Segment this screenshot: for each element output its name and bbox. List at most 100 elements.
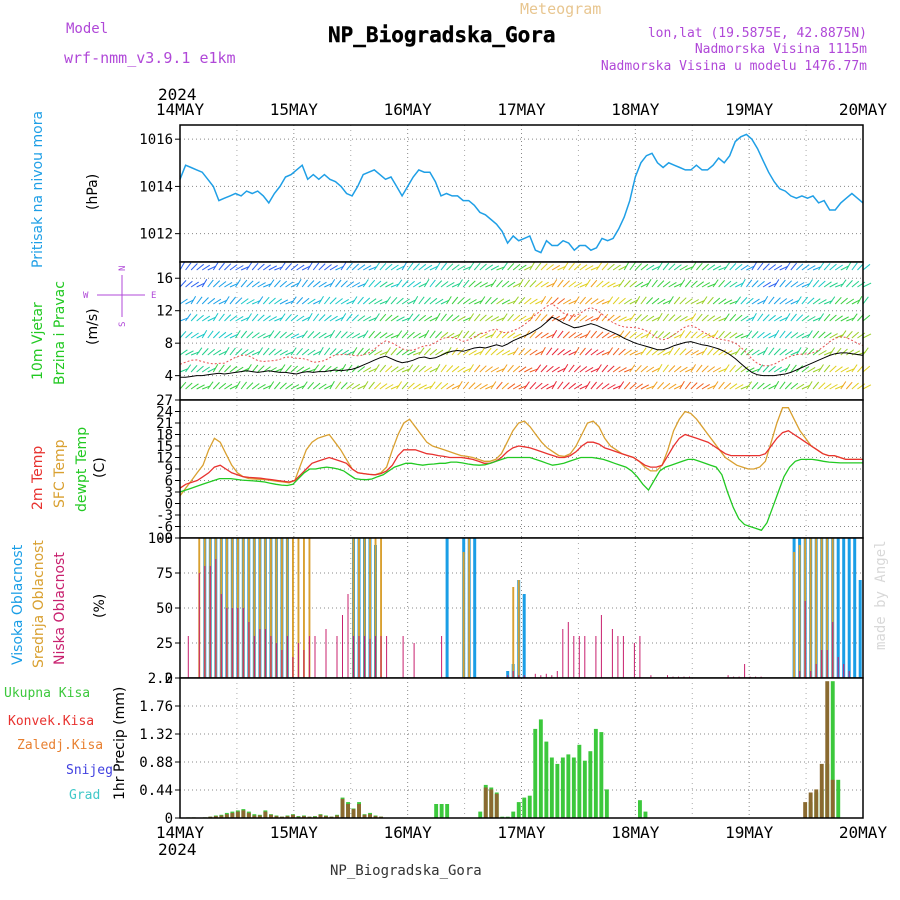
- wind-arrow: [573, 314, 582, 322]
- wind-arrow: [485, 315, 493, 322]
- wind-arrow: [779, 367, 789, 373]
- wind-compass: W E N S: [83, 266, 156, 327]
- wind-arrow: [257, 263, 265, 271]
- wind-arrow: [185, 280, 193, 288]
- wind-arrow: [840, 265, 850, 271]
- wind-arrow: [784, 313, 791, 322]
- top-date-label: 17MAY: [497, 100, 546, 119]
- wind-arrow: [785, 298, 794, 305]
- wind-arrow: [796, 332, 805, 339]
- wind-arrow: [596, 262, 603, 271]
- wind-arrow: [540, 281, 549, 288]
- wind-arrow: [723, 382, 732, 390]
- wind-arrow: [601, 313, 609, 322]
- wind-arrow: [451, 347, 458, 356]
- wind-arrow: [296, 264, 305, 271]
- low-cloud-bar: [600, 615, 602, 678]
- wind-arrow: [429, 381, 436, 390]
- high-cloud-bar: [847, 538, 851, 678]
- mid-cloud-bar: [831, 538, 834, 678]
- wind-arrow: [773, 380, 780, 390]
- high-cloud-bar: [853, 538, 857, 678]
- wind-arrow: [829, 296, 836, 305]
- wind-ytick-label: 12: [156, 304, 173, 320]
- wind-arrow: [268, 381, 275, 390]
- wind-arrow: [551, 264, 561, 271]
- wind-arrow: [229, 264, 238, 271]
- wind-arrow: [185, 299, 194, 305]
- pressure-panel: 1012 1014 1016: [139, 125, 864, 262]
- precip-total-bar: [527, 795, 532, 818]
- low-cloud-bar: [551, 675, 553, 678]
- wind-arrow: [335, 265, 344, 271]
- wind-arrow: [585, 316, 594, 322]
- wind-arrow: [784, 280, 793, 288]
- wind-arrow: [612, 385, 622, 390]
- wind-arrow: [579, 296, 586, 305]
- wind-arrow: [745, 381, 753, 390]
- wind-arrow: [718, 279, 725, 288]
- wind-arrow: [340, 382, 348, 390]
- wind-arrow: [490, 265, 500, 271]
- precip-conv-bar: [808, 792, 813, 818]
- wind-arrow: [524, 367, 533, 373]
- wind-arrow: [240, 381, 247, 390]
- wind-arrow: [451, 296, 459, 305]
- wind-arrow: [707, 264, 716, 271]
- wind-arrow: [418, 365, 426, 373]
- wind-arrow: [623, 330, 631, 339]
- wind-arrow: [557, 279, 564, 288]
- wind-arrow: [451, 264, 460, 271]
- wind-arrow: [501, 364, 508, 373]
- wind-arrow: [607, 296, 614, 305]
- wind-arrow: [779, 330, 786, 339]
- wind-arrow: [757, 280, 765, 288]
- wind-arrow: [290, 347, 297, 356]
- temp-label-sfc: SFC Temp: [52, 439, 68, 508]
- wind-arrow: [507, 263, 515, 271]
- wind-arrow: [251, 313, 259, 322]
- wind-arrow: [190, 281, 199, 288]
- wind-arrow: [762, 383, 771, 390]
- wind-arrow: [301, 367, 311, 373]
- model-label: Model: [66, 21, 108, 37]
- wind-arrow: [818, 262, 825, 271]
- wind-arrow: [640, 296, 647, 305]
- wind-arrow: [623, 261, 630, 271]
- wind-arrow: [829, 263, 837, 271]
- wind-arrow: [551, 279, 558, 288]
- precip-conv-bar: [830, 779, 835, 818]
- wind-arrow: [712, 367, 722, 373]
- wind-arrow: [318, 314, 326, 322]
- wind-arrow: [501, 382, 509, 390]
- precip-total-bar: [836, 779, 841, 818]
- low-cloud-bar: [843, 664, 845, 678]
- wind-arrow: [440, 299, 450, 305]
- wind-arrow: [407, 280, 415, 288]
- wind-arrow: [523, 297, 532, 305]
- high-cloud-bar: [445, 538, 449, 678]
- wind-arrow: [568, 382, 577, 390]
- wind-arrow: [635, 332, 644, 339]
- top-date-label: 19MAY: [725, 100, 774, 119]
- wind-arrow: [424, 315, 433, 322]
- wind-arrow: [523, 348, 532, 356]
- wind-arrow: [734, 347, 741, 356]
- mid-cloud-bar: [793, 552, 796, 678]
- wind-arrow: [318, 296, 324, 305]
- wind-arrow: [701, 365, 709, 373]
- precip-total-bar: [566, 754, 571, 818]
- wind-arrow: [590, 279, 598, 288]
- wind-arrow: [246, 382, 254, 390]
- wind-arrow: [696, 281, 704, 288]
- low-cloud-bar: [744, 664, 746, 678]
- wind-arrow: [296, 315, 305, 322]
- wind-arrow: [357, 264, 366, 271]
- year-label-top: 2024: [158, 85, 197, 104]
- high-cloud-bar: [506, 671, 510, 678]
- wind-arrow: [213, 298, 222, 305]
- low-cloud-bar: [347, 594, 349, 678]
- wind-arrow: [768, 347, 775, 356]
- wind-arrow: [701, 314, 709, 322]
